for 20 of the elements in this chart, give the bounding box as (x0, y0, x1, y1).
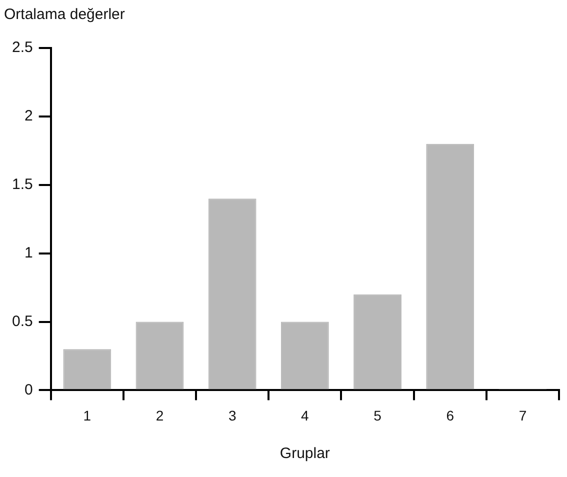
x-tick-label: 7 (518, 407, 527, 424)
y-tick-label: 1 (24, 244, 33, 262)
x-tick-label: 6 (446, 407, 454, 424)
bar (136, 322, 184, 390)
y-tick-label: 2 (24, 108, 33, 125)
y-tick-label: 0.5 (12, 312, 33, 330)
x-tick-label: 5 (374, 407, 382, 424)
bar (354, 294, 402, 390)
y-axis-title: Ortalama değerler (4, 6, 125, 23)
bar (426, 144, 474, 390)
x-tick-label: 2 (156, 407, 164, 424)
x-tick-label: 3 (228, 407, 236, 424)
y-tick-label: 2.5 (12, 39, 33, 56)
y-tick-label: 1.5 (12, 176, 33, 194)
bar (63, 349, 112, 390)
bar (280, 322, 329, 390)
x-axis-title: Gruplar (280, 445, 330, 462)
x-tick-label: 4 (301, 407, 310, 424)
y-tick-label: 0 (24, 381, 33, 398)
x-tick-label: 1 (83, 407, 92, 424)
